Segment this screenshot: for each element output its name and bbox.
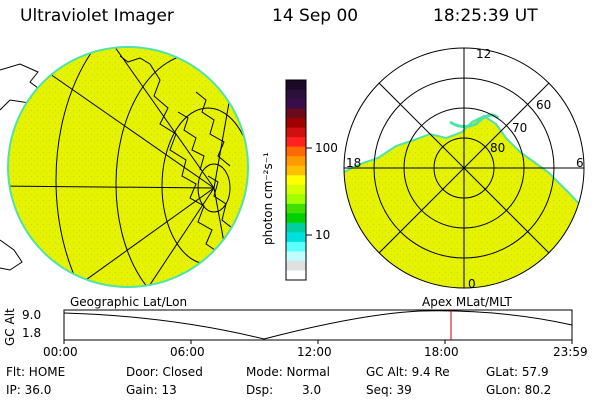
colorbar-stop: [286, 146, 306, 157]
colorbar-stop: [286, 194, 306, 205]
colorbar-stop: [286, 137, 306, 148]
altitude-frame: [63, 309, 573, 341]
colorbar-stop: [286, 108, 306, 119]
time-tick-1200: 12:00: [297, 345, 332, 359]
mlat-label-70: 70: [512, 121, 528, 135]
colorbar-stop: [286, 99, 306, 110]
colorbar-stop: [286, 251, 306, 262]
altitude-axis-label: GC Alt: [3, 308, 17, 346]
colorbar-label-10: 10: [315, 228, 331, 242]
colorbar-stop: [286, 165, 306, 176]
caption-geographic: Geographic Lat/Lon: [70, 295, 188, 309]
time-tick-2359: 23:59: [553, 345, 588, 359]
time-tick-0000: 00:00: [43, 345, 78, 359]
colorbar-stop: [286, 213, 306, 224]
altitude-curve: [63, 310, 573, 340]
mlt-label-6: 6: [576, 156, 584, 170]
time-tick-0600: 06:00: [170, 345, 205, 359]
colorbar-stop: [286, 241, 306, 252]
status-seq: Seq: 39: [366, 383, 412, 397]
colorbar-stop: [286, 118, 306, 129]
coastlines: [119, 55, 233, 253]
date-label: 14 Sep 00: [272, 6, 359, 26]
time-label: 18:25:39 UT: [433, 6, 538, 26]
status-dsp-value: 3.0: [302, 383, 322, 397]
colorbar-label-100: 100: [315, 141, 338, 155]
mlt-label-12: 12: [476, 47, 492, 61]
colorbar-unit: photon cm⁻²s⁻¹: [261, 152, 275, 245]
coastline-outside-sw: [0, 239, 23, 271]
colorbar-stop: [286, 203, 306, 214]
mlt-label-0: 0: [468, 277, 476, 291]
status-flt: Flt: HOME: [6, 365, 66, 379]
status-gain: Gain: 13: [126, 383, 177, 397]
mlt-line-diag-2: [378, 82, 550, 254]
status-glon: GLon: 80.2: [486, 383, 552, 397]
status-glat: GLat: 57.9: [486, 365, 549, 379]
colorbar-stop: [286, 175, 306, 186]
instrument-title: Ultraviolet Imager: [20, 6, 174, 26]
emission-disc: [7, 46, 249, 288]
colorbar-frame: [285, 79, 307, 281]
colorbar-stop: [286, 270, 306, 281]
colorbar: [285, 79, 312, 281]
colorbar-stop: [286, 222, 306, 233]
colorbar-stop: [286, 127, 306, 138]
status-mode: Mode: Normal: [246, 365, 330, 379]
status-door: Door: Closed: [126, 365, 203, 379]
mlt-label-18: 18: [346, 156, 362, 170]
time-tick-1800: 18:00: [424, 345, 459, 359]
altitude-plot: [63, 309, 573, 344]
status-dsp-label: Dsp:: [246, 383, 274, 397]
auroral-oval: [344, 114, 584, 288]
colorbar-stop: [286, 89, 306, 100]
colorbar-stop: [286, 260, 306, 271]
colorbar-stop: [286, 232, 306, 243]
mlat-label-80: 80: [490, 141, 506, 155]
colorbar-stop: [286, 156, 306, 167]
polar-plot: [343, 47, 585, 289]
status-ip: IP: 36.0: [6, 383, 52, 397]
altitude-tick-max: 9.0: [22, 308, 42, 322]
caption-apex: Apex MLat/MLT: [422, 295, 512, 309]
status-gc-alt: GC Alt: 9.4 Re: [366, 365, 450, 379]
altitude-tick-min: 1.8: [22, 326, 42, 340]
colorbar-stop: [286, 184, 306, 195]
mlat-label-60: 60: [536, 98, 552, 112]
colorbar-stop: [286, 80, 306, 91]
